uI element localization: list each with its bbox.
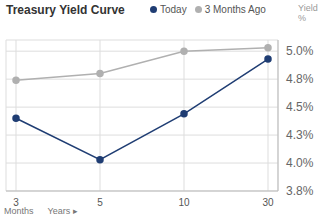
html-text:3 Months Ago: 3 Months Ago (204, 4, 266, 15)
html-text:Months: Months (4, 206, 34, 216)
html-text:Yield %: Yield % (298, 3, 318, 23)
svg-text:5: 5 (97, 197, 103, 208)
svg-text:10: 10 (178, 197, 190, 208)
svg-text:4.3%: 4.3% (286, 128, 314, 142)
svg-text:4.0%: 4.0% (286, 156, 314, 170)
svg-text:3.8%: 3.8% (286, 184, 314, 198)
html-text:Years ▸: Years ▸ (47, 206, 78, 216)
html-text:Today: Today (160, 4, 187, 15)
svg-text:5.0%: 5.0% (286, 44, 314, 58)
svg-text:4.5%: 4.5% (286, 100, 314, 114)
svg-text:3: 3 (13, 197, 19, 209)
svg-text:4.8%: 4.8% (286, 72, 314, 86)
html-text:Treasury Yield Curve: Treasury Yield Curve (6, 3, 125, 17)
svg-text:30: 30 (262, 197, 274, 208)
